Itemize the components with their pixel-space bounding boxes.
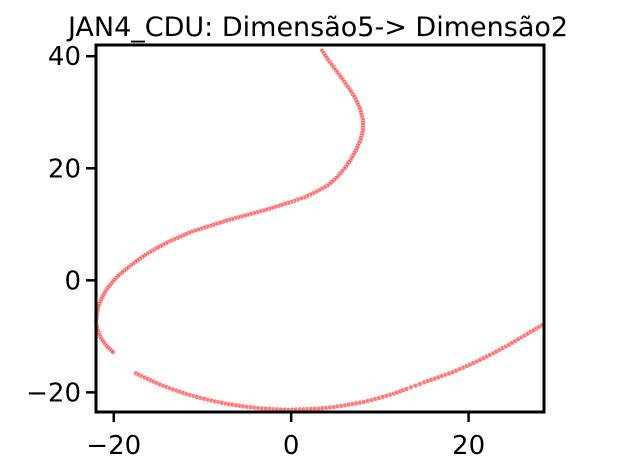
x-tick-label: −20 <box>86 431 141 461</box>
data-point <box>412 383 419 389</box>
y-tick-label: −20 <box>26 378 81 408</box>
ticks-layer: −20 0 20 −20 0 20 40 <box>26 42 485 461</box>
points-layer <box>93 47 545 413</box>
x-tick-label: 0 <box>283 431 300 461</box>
data-point <box>403 386 410 392</box>
y-tick-label: 40 <box>48 42 81 72</box>
x-tick-label: 20 <box>452 431 485 461</box>
plot-frame <box>94 43 546 414</box>
y-tick-label: 0 <box>64 266 81 296</box>
chart-title: JAN4_CDU: Dimensão5-> Dimensão2 <box>66 12 568 43</box>
y-tick-label: 20 <box>48 154 81 184</box>
data-point <box>110 349 116 355</box>
data-point <box>417 381 423 387</box>
data-point <box>408 384 414 390</box>
